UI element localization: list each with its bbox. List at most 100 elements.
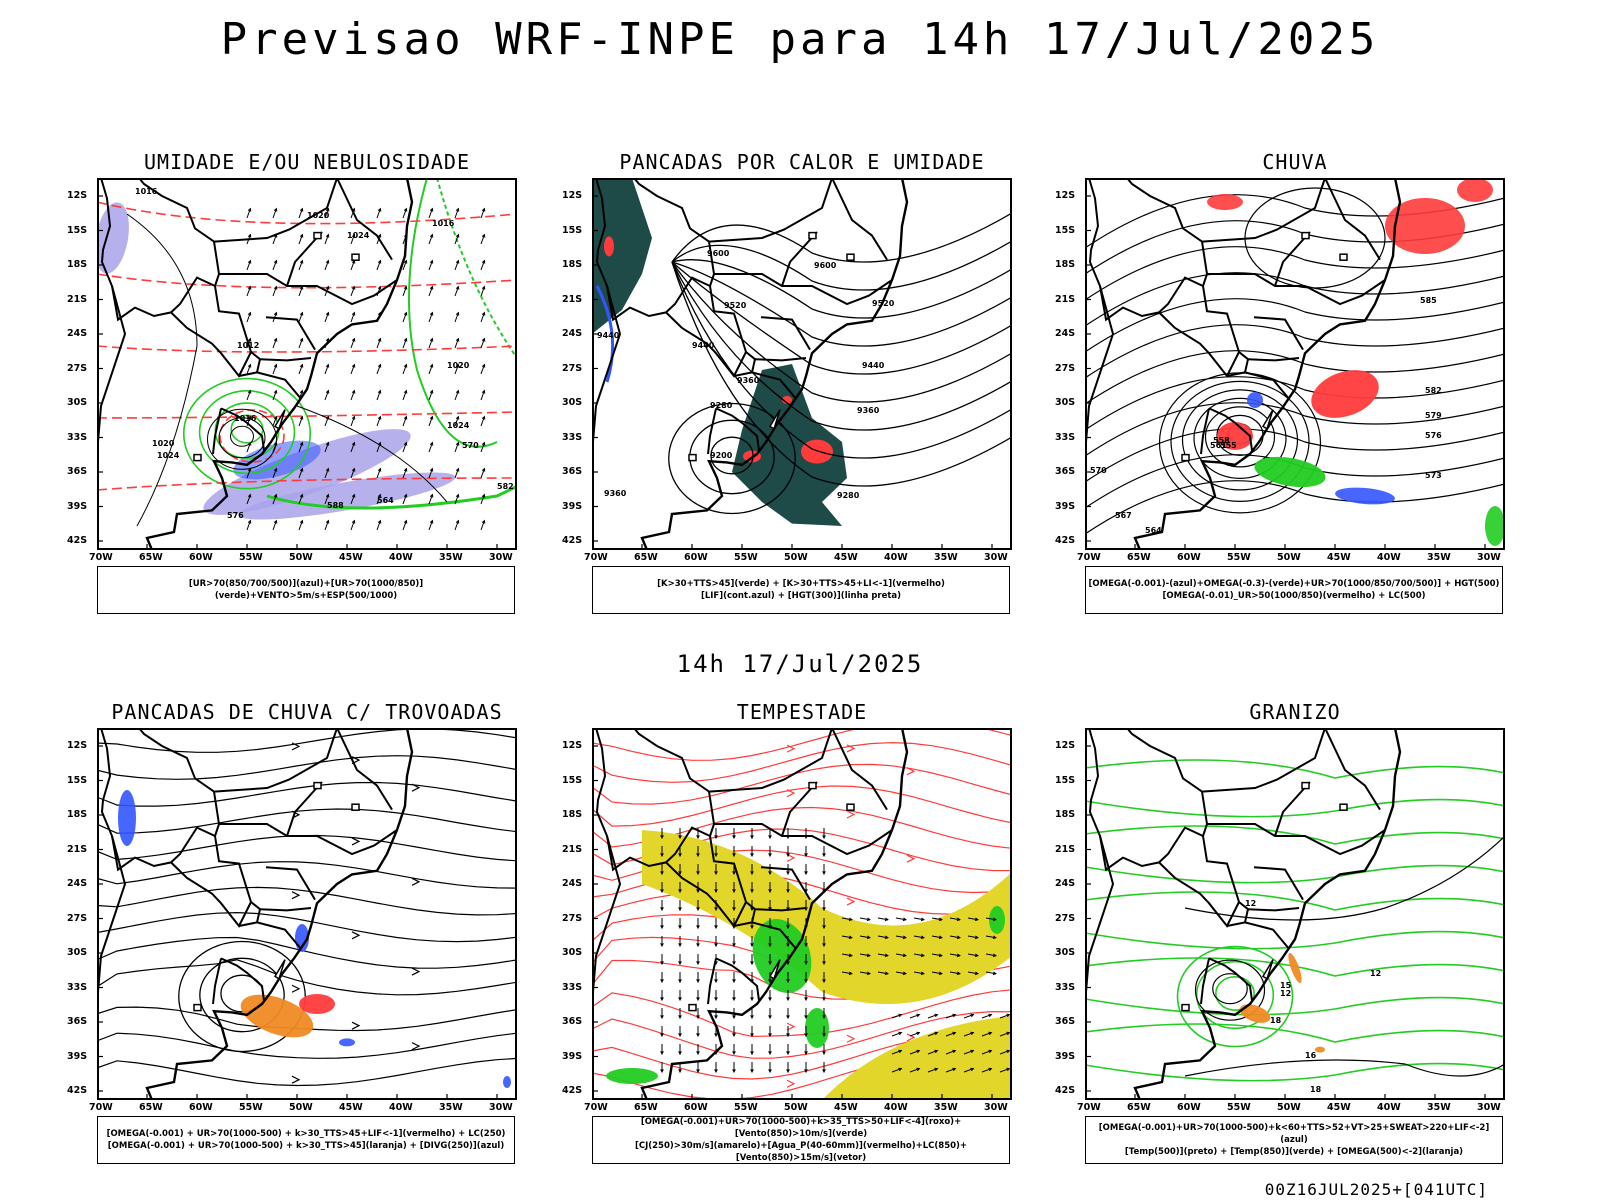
wind-vector-head [714, 871, 718, 876]
hgt300-isoline [671, 261, 1012, 403]
lat-tick-label: 12S [1055, 190, 1076, 201]
border-line [714, 273, 893, 306]
wind-vector [480, 364, 485, 375]
wind-vector-head [377, 337, 382, 342]
wind-vector-head [822, 1033, 826, 1038]
border-line [1247, 907, 1300, 912]
wind-vector-head [325, 389, 330, 394]
lake [1339, 803, 1348, 811]
wind-vector [350, 364, 355, 375]
panel-layers [97, 728, 517, 1088]
wind-vector-head [325, 207, 330, 212]
lon-tick-label: 55W [239, 552, 263, 563]
wind-vector-head [678, 853, 682, 858]
wind-vector-head [481, 389, 486, 394]
lat-tick-label: 24S [1055, 328, 1076, 339]
wind-vector-head [750, 871, 754, 876]
wind-vector-head [750, 1033, 754, 1038]
contour-label: 555 [1220, 441, 1237, 450]
wind-vector-head [429, 259, 434, 264]
wind-vector [324, 312, 329, 323]
wind-vector-head [988, 1049, 993, 1054]
lon-tick-label: 65W [139, 552, 163, 563]
wind-vector-head [934, 1031, 939, 1036]
wind-vector-head [898, 1049, 903, 1054]
wind-vector [402, 390, 407, 401]
contour-label: 1020 [307, 211, 330, 220]
lat-tick-label: 36S [562, 1016, 583, 1027]
lon-tick-label: 60W [1177, 552, 1201, 563]
lon-tick-label: 60W [189, 1102, 213, 1113]
thickness-isoline [97, 201, 517, 225]
contour-label: 1016 [234, 414, 257, 423]
isoline [182, 377, 312, 490]
streamline-arrow [906, 767, 916, 776]
streamline-arrow [846, 810, 856, 819]
wind-vector [909, 1032, 920, 1037]
wind-vector-head [403, 415, 408, 420]
map-layers: 1016102010241012101610201024570576582564… [97, 178, 517, 550]
wind-vector-head [403, 519, 408, 524]
lagoon [1261, 959, 1274, 980]
lat-tick-label: 21S [1055, 293, 1076, 305]
lat-tick-label: 27S [67, 362, 88, 374]
wind-vector [272, 390, 277, 401]
wind-vector-head [429, 441, 434, 446]
wind-vector-head [732, 853, 736, 858]
wind-vector [927, 1050, 938, 1055]
wind-vector-head [678, 961, 682, 966]
wind-vector [272, 234, 277, 245]
lat-tick-label: 15S [67, 774, 88, 786]
wind-vector-head [988, 1031, 993, 1036]
border-line [219, 823, 398, 856]
lake [688, 453, 697, 462]
wind-vector [949, 971, 960, 975]
wind-vector-head [732, 943, 736, 948]
wind-vector [895, 953, 906, 957]
wind-vector-head [377, 441, 382, 446]
wind-vector [376, 338, 381, 349]
wind-vector-head [299, 337, 304, 342]
streamline-arrow [411, 877, 421, 886]
contour-label: 9360 [857, 406, 880, 415]
wind-vector [877, 935, 888, 939]
border-line [715, 407, 760, 451]
streamline [97, 861, 517, 889]
wind-vector-head [429, 467, 434, 472]
wind-vector [428, 286, 433, 297]
lon-tick-label: 50W [289, 1102, 313, 1113]
contour-label: 9440 [862, 361, 885, 370]
wind-vector-head [902, 953, 907, 958]
wind-vector-head [970, 1049, 975, 1054]
border-line [212, 408, 222, 455]
lat-tick-label: 33S [562, 431, 583, 443]
wind-vector [324, 208, 329, 219]
wind-vector-head [247, 233, 252, 238]
lagoon [273, 959, 286, 980]
wind-vector-head [768, 997, 772, 1002]
wind-vector-head [920, 917, 925, 922]
lon-tick-label: 55W [1227, 552, 1251, 563]
wind-vector-head [714, 943, 718, 948]
forecast-map [592, 728, 1012, 1100]
lon-tick-label: 65W [1127, 1102, 1151, 1113]
wind-vector [945, 1032, 956, 1037]
wind-vector [324, 494, 329, 505]
border-line [1208, 957, 1253, 1001]
isoline [1176, 945, 1294, 1048]
wind-vector-head [481, 441, 486, 446]
hgt500-isoline [1085, 402, 1505, 457]
wind-vector-head [786, 1033, 790, 1038]
lat-tick-label: 12S [67, 740, 88, 751]
wind-vector-head [351, 467, 356, 472]
wind-vector [859, 953, 870, 957]
wind-vector-head [351, 337, 356, 342]
lon-tick-label: 30W [489, 1102, 513, 1113]
wind-vector-head [956, 971, 961, 976]
wind-vector-head [714, 1069, 718, 1074]
wind-vector [376, 494, 381, 505]
wind-vector [246, 364, 251, 375]
wind-vector-head [678, 889, 682, 894]
wind-vector [298, 312, 303, 323]
coastline [1085, 178, 1402, 550]
